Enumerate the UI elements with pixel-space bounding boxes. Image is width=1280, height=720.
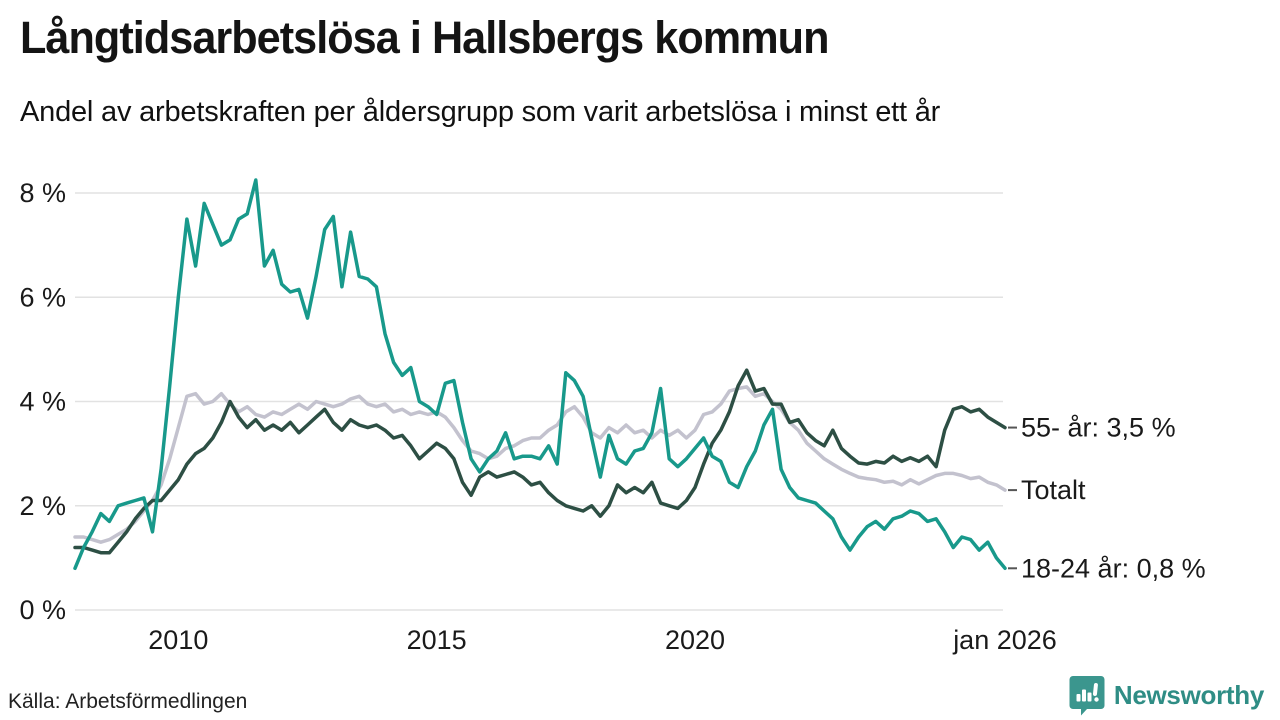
newsworthy-wordmark: Newsworthy: [1113, 680, 1264, 710]
page-subtitle: Andel av arbetskraften per åldersgrupp s…: [20, 96, 941, 128]
x-tick-label: 2020: [665, 625, 725, 655]
newsworthy-brand: Newsworthy: [1069, 675, 1264, 716]
x-tick-label: jan 2026: [952, 625, 1057, 655]
series-line-55-r: [73, 368, 1007, 555]
source-text: Källa: Arbetsförmedlingen: [8, 690, 248, 713]
series-end-label: 55- år: 3,5 %: [1021, 413, 1176, 443]
y-tick-label: 4 %: [19, 387, 66, 417]
x-tick-label: 2010: [148, 625, 208, 655]
y-tick-label: 8 %: [19, 178, 66, 208]
y-tick-label: 6 %: [19, 282, 66, 312]
y-tick-label: 2 %: [19, 491, 66, 521]
y-tick-label: 0 %: [19, 595, 66, 625]
series-end-label: 18-24 år: 0,8 %: [1021, 553, 1206, 583]
series-line-18-24-r: [73, 178, 1007, 571]
page-title: Långtidsarbetslösa i Hallsbergs kommun: [20, 12, 830, 63]
series-end-label: Totalt: [1021, 475, 1086, 505]
x-tick-label: 2015: [407, 625, 467, 655]
newsworthy-logo-icon: [1069, 676, 1105, 716]
